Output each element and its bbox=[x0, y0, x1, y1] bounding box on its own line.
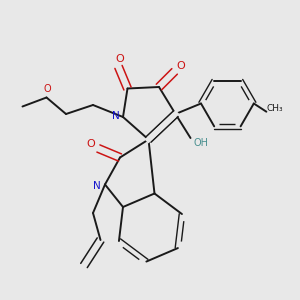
Text: N: N bbox=[93, 181, 101, 191]
Text: O: O bbox=[116, 53, 124, 64]
Text: OH: OH bbox=[194, 137, 208, 148]
Text: CH₃: CH₃ bbox=[266, 104, 283, 113]
Text: N: N bbox=[112, 111, 119, 122]
Text: O: O bbox=[43, 83, 51, 94]
Text: O: O bbox=[177, 61, 186, 71]
Text: O: O bbox=[86, 139, 95, 149]
